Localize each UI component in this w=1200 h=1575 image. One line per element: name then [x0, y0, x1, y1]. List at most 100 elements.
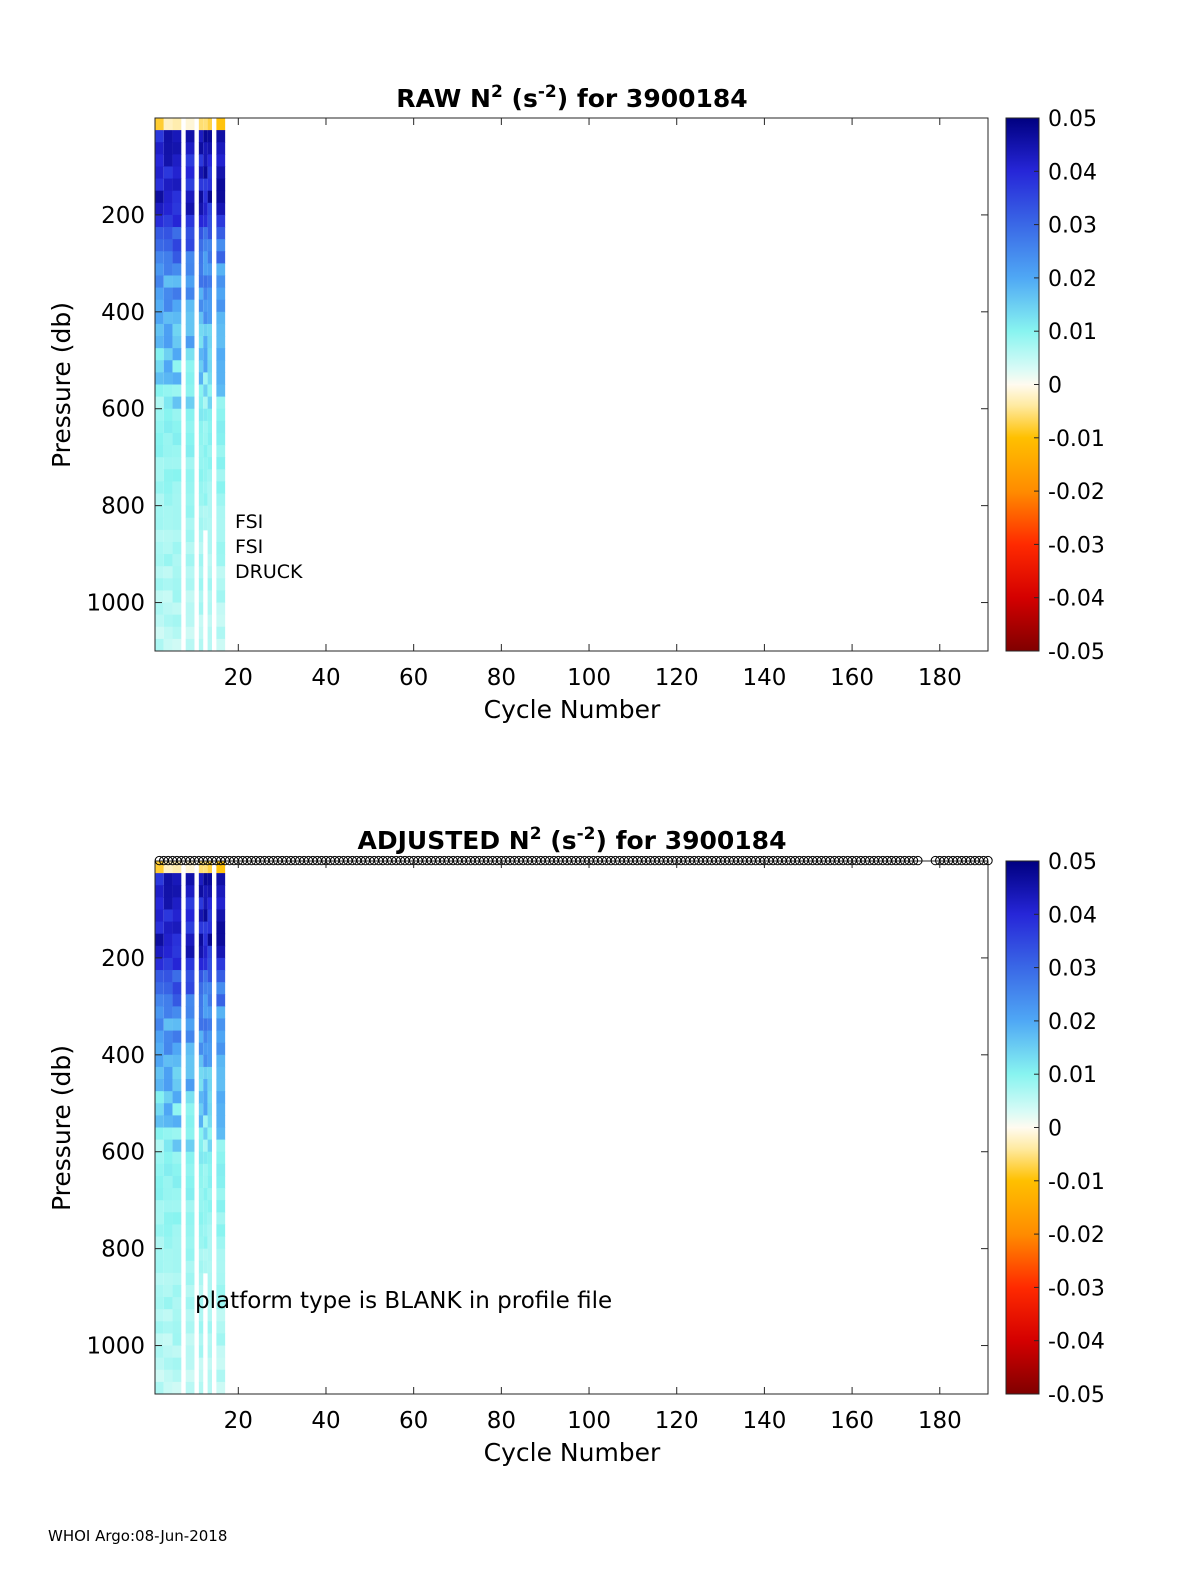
heatmap-cell [185, 1042, 195, 1056]
heatmap-cell [203, 299, 208, 313]
heatmap-cell [216, 408, 226, 422]
heatmap-cell [203, 885, 208, 898]
heatmap-cell [172, 287, 182, 301]
heatmap-cell [163, 897, 173, 910]
heatmap-cell [207, 1321, 212, 1334]
heatmap-cell [185, 1066, 195, 1080]
adjusted-n2-panel: ADJUSTED N2 (s-2) for 3900184 20 40 60 80 10… [47, 824, 1105, 1467]
heatmap-cell [207, 336, 212, 349]
heatmap-cell [216, 590, 226, 604]
colorbar-tick-label: 0.03 [1048, 214, 1097, 239]
heatmap-cell [155, 1066, 164, 1080]
heatmap-cell [155, 348, 164, 361]
heatmap-cell [155, 130, 164, 143]
heatmap-cell [155, 638, 164, 652]
heatmap-cell [155, 590, 164, 604]
heatmap-cell [185, 1321, 195, 1334]
heatmap-cell [216, 933, 226, 947]
heatmap-cell [172, 1079, 182, 1092]
heatmap-cell [155, 336, 164, 349]
heatmap-cell [155, 626, 164, 640]
heatmap-cell [216, 275, 226, 289]
heatmap-cell [198, 469, 204, 482]
heatmap-cell [203, 348, 208, 361]
heatmap-cell [155, 885, 164, 898]
heatmap-cell [198, 396, 204, 410]
heatmap-cell [163, 1345, 173, 1359]
heatmap-cell [185, 275, 195, 289]
heatmap-cell [155, 408, 164, 422]
heatmap-cell [207, 590, 212, 604]
x-tick-label: 80 [487, 1408, 516, 1434]
heatmap-cell [216, 287, 226, 301]
heatmap-cell [155, 517, 164, 531]
heatmap-cell [185, 505, 195, 519]
heatmap-cell [155, 154, 164, 167]
heatmap-cell [172, 348, 182, 361]
heatmap-cell [216, 897, 226, 910]
heatmap-cell [172, 945, 182, 959]
heatmap-cell [216, 251, 226, 264]
heatmap-cell [185, 323, 195, 337]
heatmap-cell [203, 142, 208, 155]
heatmap-cell [198, 1248, 204, 1262]
heatmap-cells [155, 861, 226, 1395]
heatmap-cell [172, 529, 182, 543]
heatmap-cell [172, 1115, 182, 1128]
heatmap-cell [155, 1236, 164, 1250]
heatmap-cell [207, 202, 212, 216]
heatmap-cell [185, 1200, 195, 1213]
heatmap-cell [163, 1357, 173, 1371]
heatmap-cell [216, 178, 226, 192]
heatmap-cell [163, 945, 173, 959]
heatmap-cell [207, 311, 212, 325]
heatmap-cell [185, 445, 195, 458]
heatmap-cell [216, 457, 226, 470]
heatmap-cell [163, 130, 173, 143]
x-tick-label: 160 [830, 665, 874, 691]
heatmap-cell [216, 578, 226, 591]
heatmap-cell [185, 566, 195, 579]
heatmap-cell [198, 323, 204, 337]
heatmap-cell [163, 1115, 173, 1128]
heatmap-cell [172, 1297, 182, 1310]
heatmap-cell [172, 885, 182, 898]
heatmap-cell [172, 1151, 182, 1165]
heatmap-cell [216, 1054, 226, 1068]
heatmap-cell [185, 1175, 195, 1189]
heatmap-cell [185, 638, 195, 652]
heatmap-cell [185, 408, 195, 422]
y-tick-label: 1000 [86, 1334, 145, 1360]
heatmap-cell [216, 481, 226, 495]
heatmap-cell [172, 396, 182, 410]
heatmap-cell [172, 541, 182, 555]
heatmap-cell [203, 311, 208, 325]
heatmap-cell [216, 1006, 226, 1019]
heatmap-cell [207, 263, 212, 276]
heatmap-cell [198, 1357, 204, 1371]
heatmap-cell [198, 1369, 204, 1383]
heatmap-cell [163, 861, 173, 874]
colorbar-tick-label: 0.04 [1048, 903, 1097, 928]
heatmap-cell [172, 638, 182, 652]
heatmap-cell [198, 178, 204, 192]
heatmap-cell [216, 1224, 226, 1238]
heatmap-cell [207, 638, 212, 652]
heatmap-cell [207, 1103, 212, 1116]
heatmap-cell [163, 287, 173, 301]
heatmap-cell [163, 1127, 173, 1141]
heatmap-cell [172, 178, 182, 192]
heatmap-cell [207, 130, 212, 143]
heatmap-cell [198, 1103, 204, 1116]
heatmap-cell [198, 1333, 204, 1347]
heatmap-cell [185, 372, 195, 385]
heatmap-cell [172, 1030, 182, 1044]
heatmap-cell [185, 251, 195, 264]
heatmap-cell [216, 1018, 226, 1032]
heatmap-cell [163, 909, 173, 923]
heatmap-cell [163, 481, 173, 495]
y-tick-label: 1000 [86, 591, 145, 617]
heatmap-cell [155, 1369, 164, 1383]
heatmap-cell [163, 885, 173, 898]
heatmap-cell [207, 1381, 212, 1395]
